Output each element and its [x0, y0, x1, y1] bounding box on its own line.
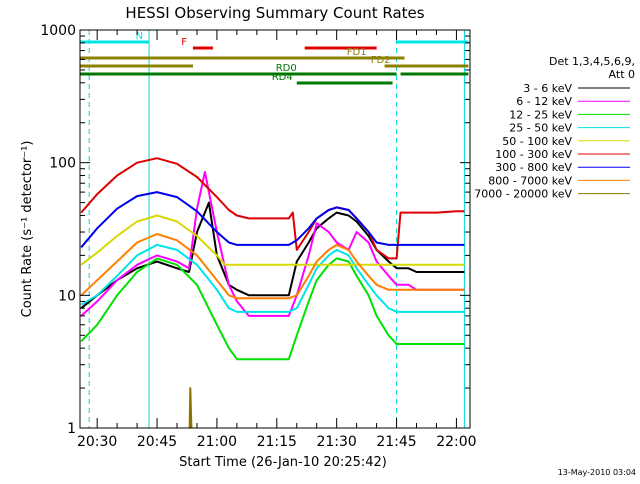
series-line — [80, 157, 465, 260]
y-axis: 1 10 100 1000 — [40, 23, 470, 437]
legend-label: 25 - 50 keV — [509, 122, 572, 135]
x-tick-label: 21:45 — [376, 434, 416, 450]
night-boundary-lines — [88, 30, 465, 428]
x-tick-label: 21:15 — [257, 434, 297, 450]
x-tick-label: 21:00 — [197, 434, 237, 450]
flag-label: RD0 — [276, 63, 297, 74]
legend-label: 7000 - 20000 keV — [474, 188, 572, 201]
series-line — [80, 171, 465, 317]
footer-date: 13-May-2010 03:04 — [558, 468, 636, 477]
legend-label: 3 - 6 keV — [523, 82, 572, 95]
x-tick-label: 22:00 — [436, 434, 476, 450]
series-line — [188, 387, 193, 428]
y-tick-label: 1 — [67, 421, 76, 437]
x-axis: 20:30 20:45 21:00 21:15 21:30 21:45 22:00 — [77, 30, 477, 450]
series-line — [80, 191, 465, 248]
plot-frame — [79, 29, 471, 429]
x-tick-label: 20:45 — [137, 434, 177, 450]
flag-label: FD1 — [347, 47, 367, 58]
y-tick-label: 1000 — [40, 23, 76, 39]
flag-label: N — [136, 31, 143, 42]
legend-label: 50 - 100 keV — [502, 135, 572, 148]
flag-label: F — [181, 37, 187, 48]
legend-label: 100 - 300 keV — [495, 148, 572, 161]
legend-header-line-2: Att 0 — [609, 68, 635, 81]
series-layer — [80, 157, 465, 428]
x-tick-label: 20:30 — [77, 434, 117, 450]
legend-label: 6 - 12 keV — [516, 95, 572, 108]
legend-label: 800 - 7000 keV — [488, 174, 572, 187]
legend-label: 12 - 25 keV — [509, 108, 572, 121]
y-axis-label: Count Rate (s⁻¹ detector⁻¹) — [20, 141, 35, 318]
series-line — [80, 233, 465, 300]
series-line — [80, 243, 465, 313]
x-axis-label: Start Time (26-Jan-10 20:25:42) — [179, 455, 387, 470]
y-tick-label: 100 — [49, 156, 76, 172]
series-line — [80, 214, 465, 266]
y-tick-label: 10 — [58, 288, 76, 304]
legend-header-line-1: Det 1,3,4,5,6,9, — [549, 55, 635, 68]
legend-label: 300 - 800 keV — [495, 161, 572, 174]
chart-title: HESSI Observing Summary Count Rates — [125, 4, 424, 22]
series-line — [80, 201, 465, 309]
flag-label: RD4 — [272, 72, 293, 83]
series-line — [80, 257, 465, 361]
flag-label: FD2 — [371, 55, 391, 66]
x-tick-label: 21:30 — [316, 434, 356, 450]
